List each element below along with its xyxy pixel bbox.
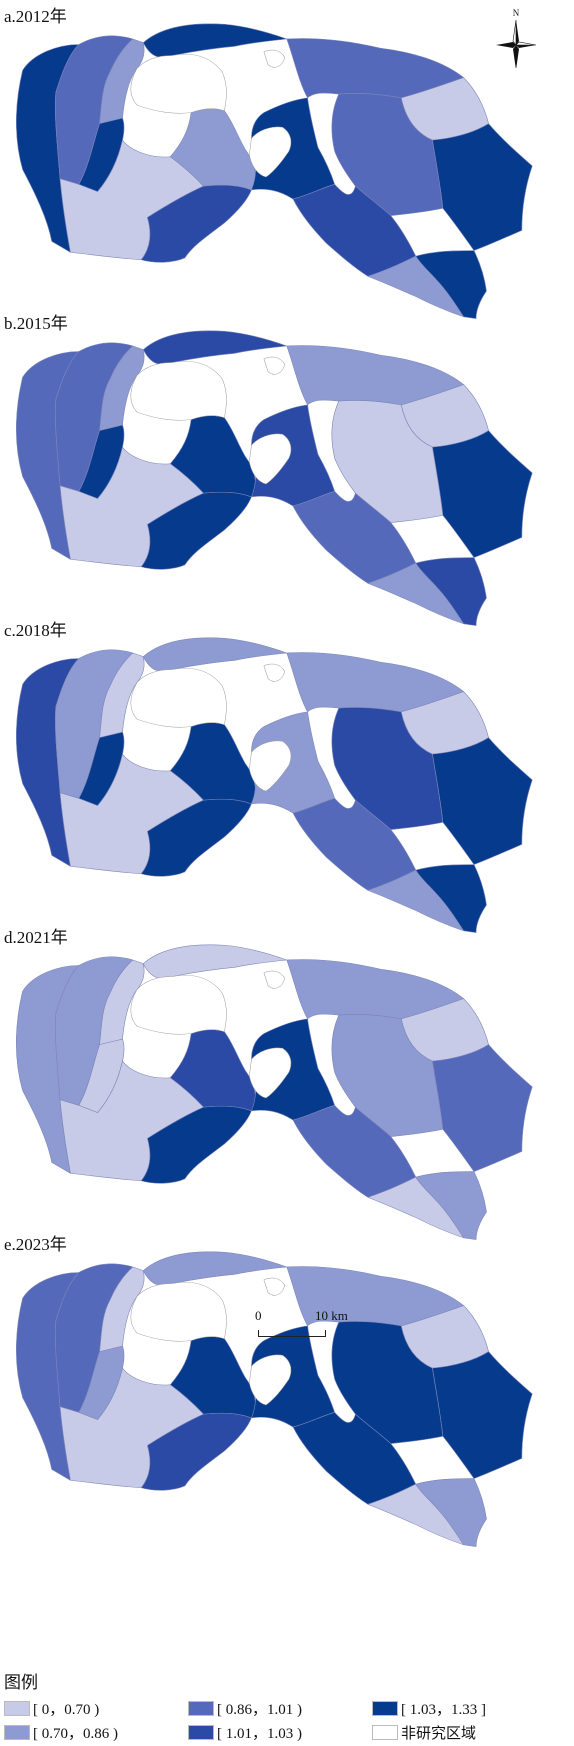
map-region-east-central (331, 1014, 444, 1137)
non-study-area (130, 1281, 227, 1342)
non-study-area (263, 663, 285, 682)
legend: 图例 [ 0，0.70 ) [ 0.70，0.86 ) [ 0.86，1.01 … (0, 1668, 574, 1746)
map-region-east-central (331, 400, 444, 523)
non-study-area (130, 53, 227, 114)
non-study-area (249, 740, 292, 792)
panel-label: e.2023年 (4, 1235, 67, 1254)
legend-swatch (188, 1700, 214, 1716)
legend-label: 非研究区域 (401, 1725, 477, 1742)
panel-label: b.2015年 (4, 314, 68, 333)
legend-item: 非研究区域 (372, 1722, 476, 1742)
non-study-area (263, 970, 285, 989)
scale-zero-label: 0 (255, 1308, 262, 1323)
north-label: N (512, 8, 520, 18)
map-region-east (432, 1044, 533, 1172)
non-study-area (249, 1354, 292, 1406)
map-region-southeast-mid (292, 184, 417, 277)
map-region-southeast-mid (292, 1412, 417, 1505)
legend-swatch (4, 1724, 30, 1740)
map-panel-2015: b.2015年 (0, 307, 574, 647)
map-panel-2018: c.2018年 (0, 614, 574, 954)
legend-swatch (372, 1724, 398, 1740)
legend-item: [ 0.70，0.86 ) (4, 1722, 118, 1742)
legend-item: [ 0.86，1.01 ) (188, 1698, 302, 1718)
legend-swatch (4, 1700, 30, 1716)
non-study-area (263, 356, 285, 375)
legend-swatch (188, 1724, 214, 1740)
choropleth-map (15, 330, 533, 626)
legend-item: [ 0，0.70 ) (4, 1698, 99, 1718)
non-study-area (130, 360, 227, 421)
map-panel-2023: e.2023年 (0, 1228, 574, 1568)
north-arrow-icon: N (496, 8, 536, 68)
choropleth-map (15, 1251, 533, 1547)
choropleth-map (15, 23, 533, 319)
legend-label: [ 1.03，1.33 ] (401, 1701, 486, 1718)
legend-label: [ 0，0.70 ) (33, 1701, 100, 1718)
map-panel-2012: a.2012年 (0, 0, 574, 340)
non-study-area (130, 974, 227, 1035)
map-region-east (432, 123, 533, 251)
non-study-area (249, 1047, 292, 1099)
choropleth-map (15, 944, 533, 1240)
non-study-area (130, 667, 227, 728)
choropleth-map (15, 637, 533, 933)
map-region-east (432, 737, 533, 865)
map-region-east-coast (367, 255, 464, 318)
legend-item: [ 1.03，1.33 ] (372, 1698, 486, 1718)
scale-bar-line (258, 1330, 326, 1337)
panel-label: c.2018年 (4, 621, 67, 640)
map-panel-2021: d.2021年 (0, 921, 574, 1261)
non-study-area (263, 49, 285, 68)
legend-label: [ 1.01，1.03 ) (217, 1725, 302, 1742)
legend-label: [ 0.70，0.86 ) (33, 1725, 118, 1742)
panel-label: d.2021年 (4, 928, 68, 947)
map-region-east-central (331, 1321, 444, 1444)
map-region-east (432, 430, 533, 558)
scale-end-label: 10 km (315, 1308, 348, 1323)
legend-swatch (372, 1700, 398, 1716)
map-region-east-central (331, 707, 444, 830)
legend-item: [ 1.01，1.03 ) (188, 1722, 302, 1742)
legend-label: [ 0.86，1.01 ) (217, 1701, 302, 1718)
map-region-east-coast (367, 869, 464, 932)
map-region-east (432, 1351, 533, 1479)
non-study-area (249, 433, 292, 485)
non-study-area (263, 1277, 285, 1296)
map-region-east-coast (367, 1483, 464, 1546)
map-region-southeast-mid (292, 1105, 417, 1198)
map-region-east-coast (367, 562, 464, 625)
legend-title: 图例 (4, 1673, 38, 1692)
scale-bar: 0 10 km (255, 1308, 365, 1348)
non-study-area (249, 126, 292, 178)
panel-label: a.2012年 (4, 7, 67, 26)
map-region-east-coast (367, 1176, 464, 1239)
map-region-east-central (331, 93, 444, 216)
map-region-southeast-mid (292, 491, 417, 584)
map-region-southeast-mid (292, 798, 417, 891)
